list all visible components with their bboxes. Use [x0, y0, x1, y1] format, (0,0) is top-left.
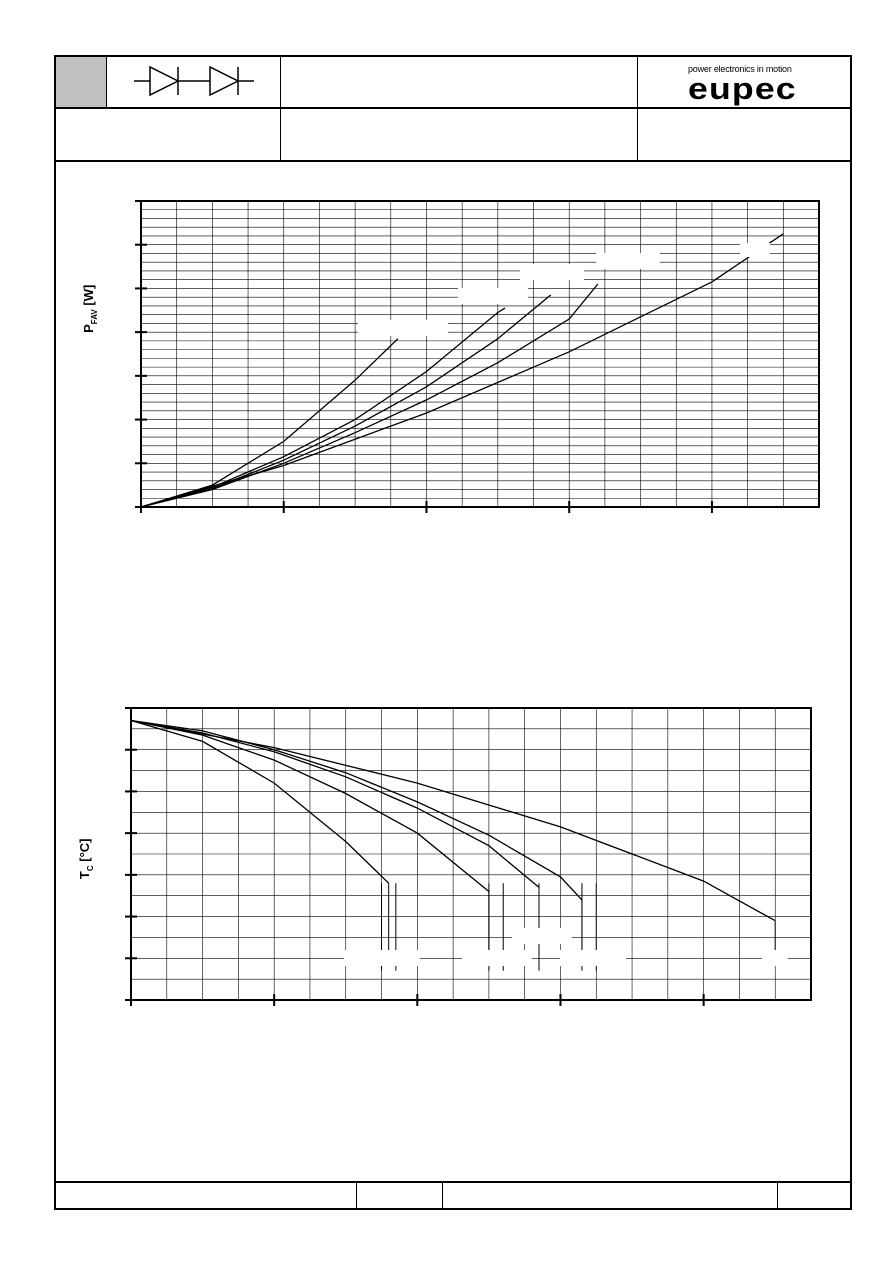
chart2-series-line-5	[130, 719, 776, 922]
eupec-logo: power electronics in motion eupec	[688, 64, 808, 108]
chart1-label-patch	[596, 253, 660, 269]
chart1-label-patch	[520, 264, 584, 280]
header-gray-box	[56, 57, 106, 107]
dual-diode-icon	[134, 65, 254, 97]
header-col-2	[280, 57, 281, 161]
footer-col-1	[356, 1182, 357, 1208]
chart1-plot	[135, 200, 820, 513]
chart2-series-line-3	[130, 719, 540, 888]
chart1-series-line-4	[140, 283, 599, 508]
logo-word: eupec	[688, 71, 797, 106]
chart1-label-patch	[740, 243, 770, 257]
chart2-series-line-2	[130, 719, 490, 893]
page-frame	[54, 55, 852, 1210]
chart1-series-line-3	[140, 294, 552, 508]
chart2-label-patch	[762, 950, 788, 966]
chart2-frame	[130, 707, 812, 1001]
chart1-frame	[140, 200, 820, 508]
chart1-label-patch	[358, 320, 448, 336]
chart1-label-patch	[458, 288, 528, 304]
chart1-series-line-2	[140, 307, 506, 508]
header-col-3	[637, 57, 638, 161]
chart2-label-patch	[344, 950, 420, 966]
logo-tagline: power electronics in motion	[688, 64, 792, 74]
header-divider-1	[56, 107, 852, 109]
chart2-label-patch	[560, 950, 626, 966]
chart2-series-line-4	[130, 719, 583, 901]
footer-col-2	[442, 1182, 443, 1208]
chart2-label-patch	[462, 950, 532, 966]
footer-col-3	[777, 1182, 778, 1208]
chart1-series-line-5	[140, 233, 784, 508]
header-divider-2	[56, 160, 852, 162]
footer-divider	[56, 1181, 852, 1183]
chart2-plot	[125, 707, 812, 1006]
chart2-series-line-1	[130, 719, 390, 884]
chart2-label-patch	[512, 928, 572, 944]
chart1-series-line-1	[140, 338, 399, 508]
header-col-1	[106, 57, 107, 107]
